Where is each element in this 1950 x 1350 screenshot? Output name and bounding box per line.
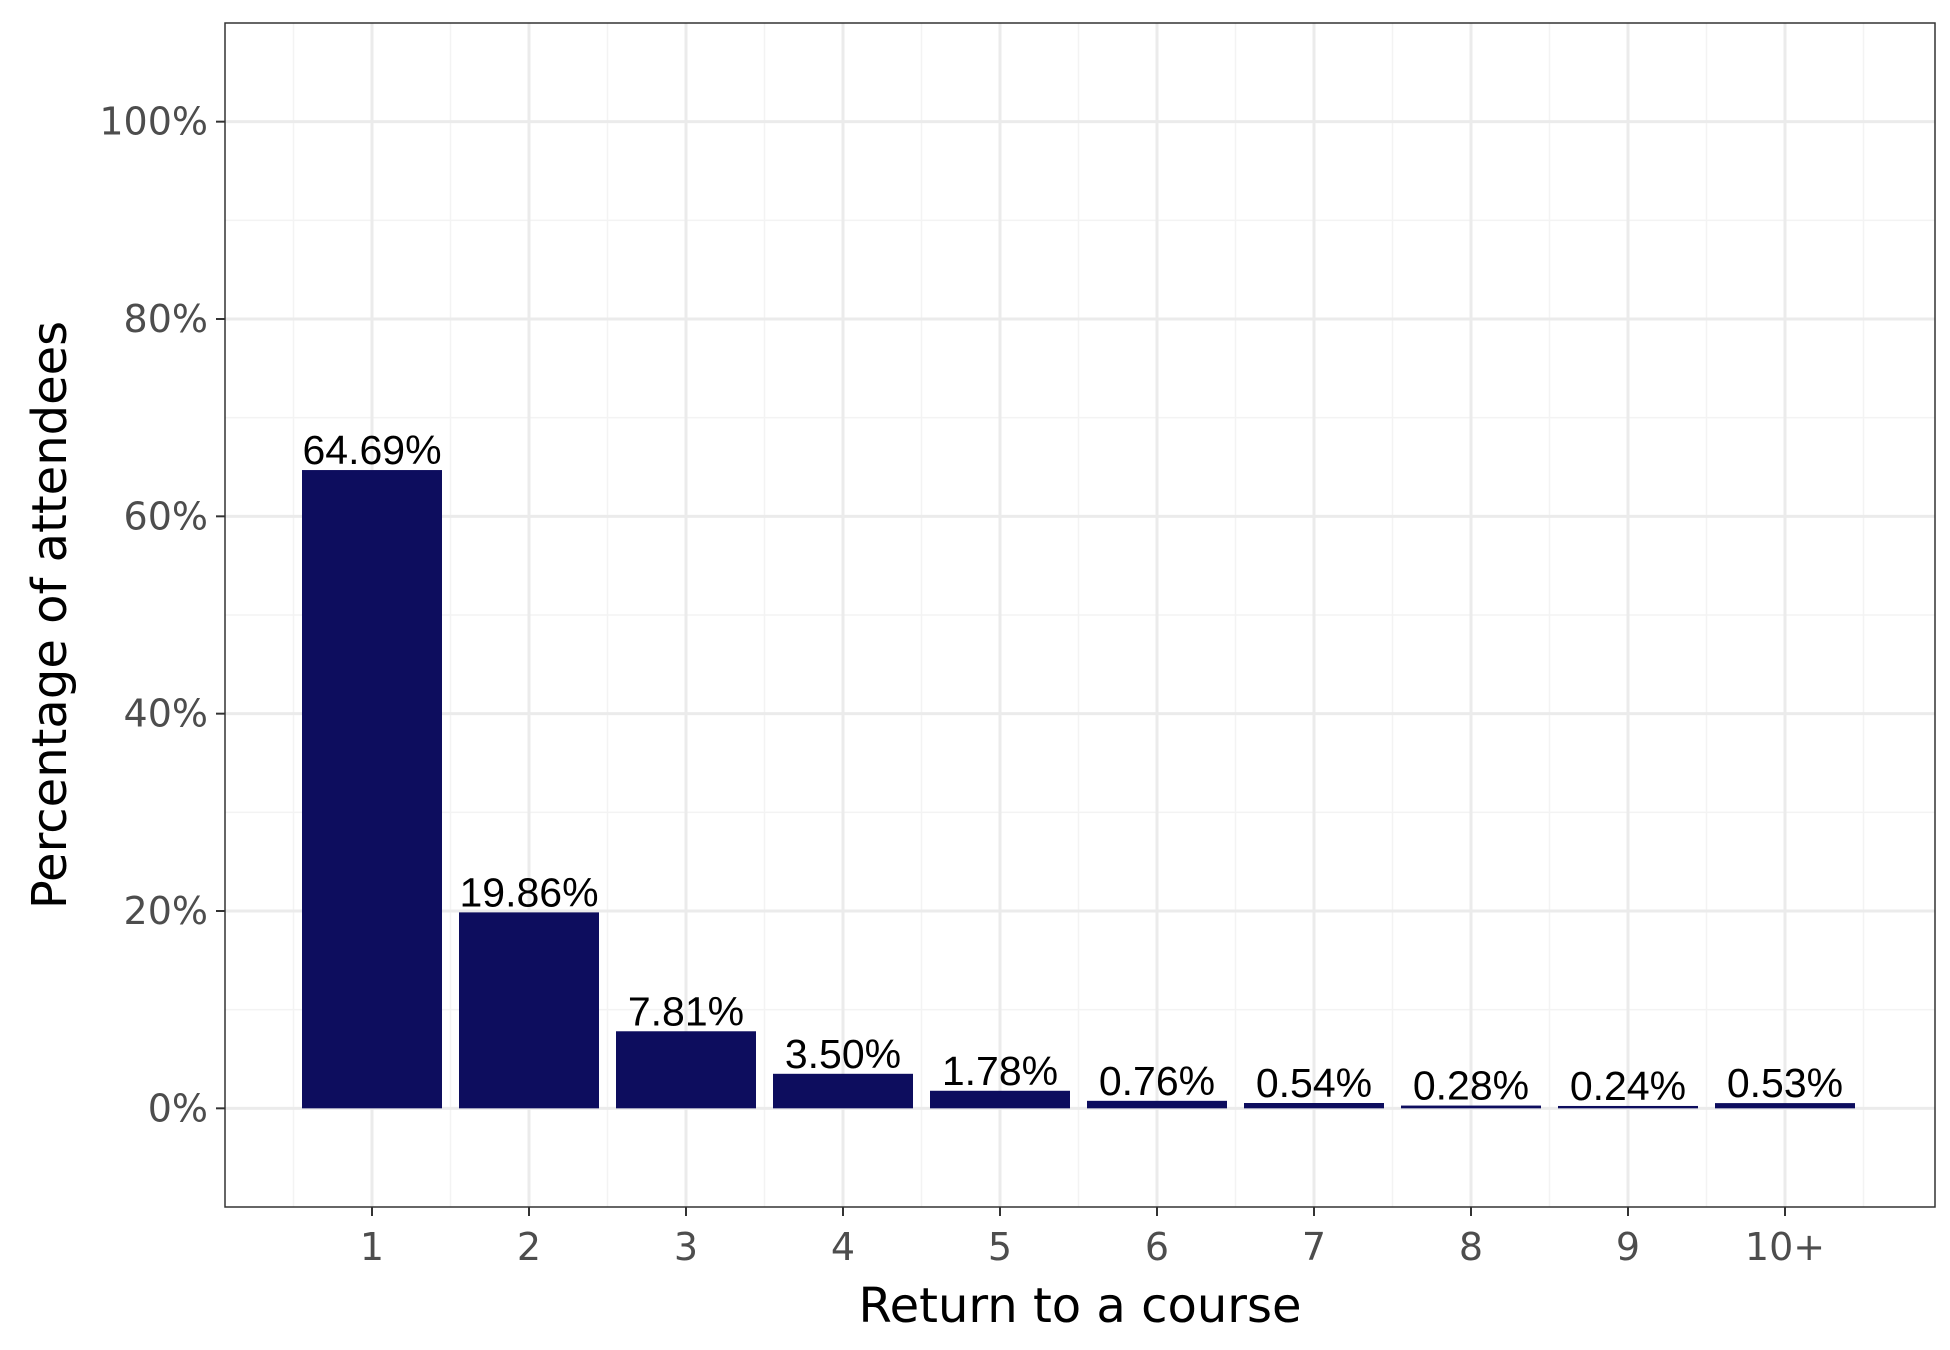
bar <box>616 1031 756 1109</box>
bar-value-label: 0.54% <box>1256 1060 1372 1106</box>
x-tick-label: 6 <box>1145 1225 1169 1269</box>
bar-value-label: 0.76% <box>1099 1058 1215 1104</box>
y-tick-label: 80% <box>124 297 208 341</box>
bar <box>930 1090 1070 1109</box>
bar-value-label: 0.53% <box>1727 1060 1843 1106</box>
x-axis-title: Return to a course <box>858 1278 1301 1334</box>
x-tick-label: 5 <box>988 1225 1012 1269</box>
bar-value-label: 19.86% <box>459 869 598 915</box>
bar <box>1715 1103 1855 1109</box>
y-tick-label: 0% <box>148 1086 208 1130</box>
y-tick-label: 40% <box>124 692 208 736</box>
bar-value-label: 64.69% <box>302 427 441 473</box>
panel-border <box>224 22 1936 1208</box>
x-tick-label: 8 <box>1459 1225 1483 1269</box>
x-tick-label: 4 <box>831 1225 855 1269</box>
bar-value-label: 0.28% <box>1413 1063 1529 1109</box>
x-tick-label: 2 <box>517 1225 541 1269</box>
bar-value-label: 0.24% <box>1570 1063 1686 1109</box>
y-axis-title: Percentage of attendees <box>22 321 78 909</box>
y-axis-ticks: 0% 20% 40% 60% 80% 100% <box>99 100 225 1130</box>
x-tick-label: 10+ <box>1745 1225 1825 1269</box>
bar-value-label: 3.50% <box>785 1031 901 1077</box>
bar <box>302 470 442 1109</box>
x-tick-label: 1 <box>360 1225 384 1269</box>
bar-value-labels: 64.69% 19.86% 7.81% 3.50% 1.78% 0.76% 0.54% 0.2… <box>302 427 1843 1109</box>
bars-group <box>302 470 1855 1109</box>
bar <box>773 1073 913 1109</box>
bar <box>1087 1100 1227 1109</box>
bar-value-label: 1.78% <box>942 1048 1058 1094</box>
y-tick-label: 20% <box>124 889 208 933</box>
bar <box>1244 1103 1384 1109</box>
y-tick-label: 100% <box>99 100 208 144</box>
x-axis-ticks: 1 2 3 4 5 6 7 8 9 10+ <box>360 1207 1825 1269</box>
x-tick-label: 9 <box>1616 1225 1640 1269</box>
y-tick-label: 60% <box>124 494 208 538</box>
minor-gridlines <box>225 23 1935 1207</box>
x-tick-label: 3 <box>674 1225 698 1269</box>
bar <box>1558 1105 1698 1109</box>
bar <box>1401 1105 1541 1109</box>
bar <box>459 912 599 1109</box>
bar-value-label: 7.81% <box>628 988 744 1034</box>
x-tick-label: 7 <box>1302 1225 1326 1269</box>
